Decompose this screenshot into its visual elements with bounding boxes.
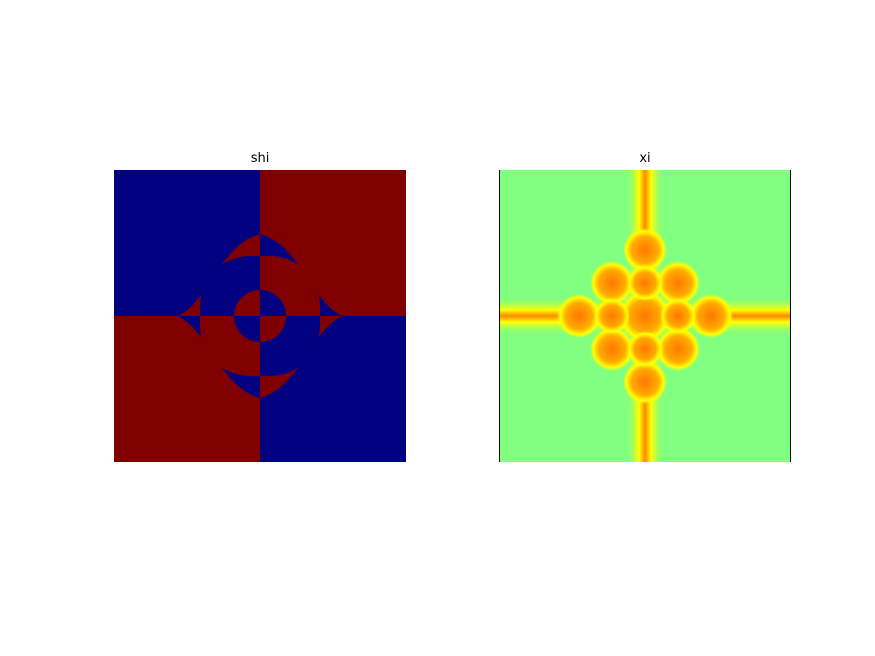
panel-xi: xi xyxy=(499,151,791,462)
image xyxy=(114,170,406,462)
panel-title: xi xyxy=(639,151,650,166)
image xyxy=(499,170,791,462)
panel-title: shi xyxy=(251,151,270,166)
panel-shi: shi xyxy=(114,151,406,462)
